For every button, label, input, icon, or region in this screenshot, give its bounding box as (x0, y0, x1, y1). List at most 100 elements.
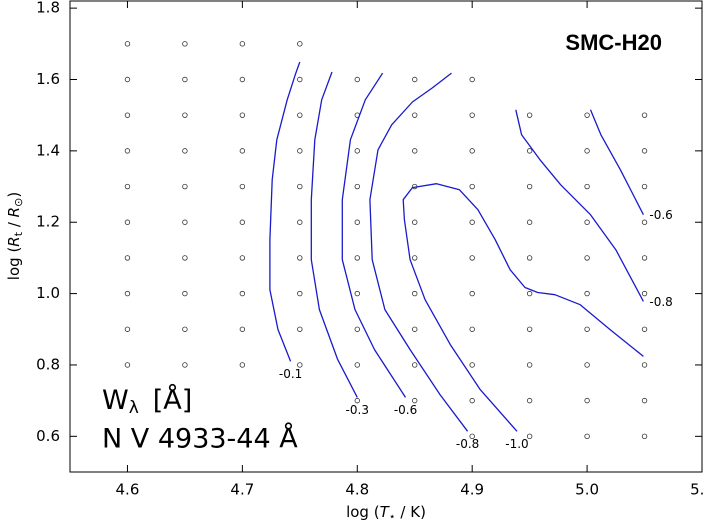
model-point (354, 362, 360, 368)
model-point (124, 41, 131, 47)
model-point (182, 41, 188, 47)
model-point (526, 326, 533, 332)
model-point (469, 148, 475, 154)
model-point (182, 183, 188, 190)
model-point (239, 362, 246, 368)
y-tick-label: 1.2 (36, 213, 60, 231)
model-point (469, 290, 475, 297)
contour-label: -0.8 (649, 295, 672, 309)
axis-label-piece: t (12, 231, 25, 236)
model-point (412, 290, 418, 297)
model-point (182, 112, 188, 118)
annotation-unit: [Å] (153, 384, 193, 416)
contour-label: -0.6 (649, 208, 672, 222)
model-point (584, 148, 590, 154)
model-point (297, 41, 303, 47)
model-point (641, 112, 648, 118)
model-point (297, 326, 303, 332)
model-point (124, 112, 131, 118)
axis-label-piece: R (5, 236, 23, 246)
contour-line (341, 72, 407, 398)
model-point (124, 326, 131, 332)
model-point (354, 326, 360, 332)
model-point (584, 255, 590, 261)
model-point (469, 326, 475, 332)
model-point (182, 362, 188, 368)
model-point (182, 219, 188, 225)
model-point (412, 397, 418, 404)
y-tick-label: 0.6 (36, 427, 60, 445)
chart-title: SMC-H20 (565, 30, 662, 55)
model-point (641, 290, 648, 297)
contour-line (369, 72, 469, 432)
model-point (469, 112, 475, 118)
model-point (354, 255, 360, 261)
model-point (526, 433, 533, 440)
model-point (641, 219, 648, 225)
annotation-line2: N V 4933-44 Å (102, 423, 298, 455)
model-point (354, 290, 360, 297)
plot-frame (69, 0, 703, 473)
x-tick-label: 5.1 (690, 481, 703, 499)
model-point (641, 397, 648, 404)
model-point (124, 219, 131, 225)
model-point (239, 112, 246, 118)
contour-line (402, 183, 644, 432)
model-point (239, 148, 246, 154)
model-point (297, 362, 303, 368)
model-point (354, 183, 360, 190)
model-point (469, 183, 475, 190)
model-point (297, 290, 303, 297)
model-point (124, 255, 131, 261)
model-point (239, 76, 246, 83)
annotation-sub: λ (129, 398, 139, 418)
model-point (526, 219, 533, 225)
y-axis-label: log (Rt / R⊙) (5, 192, 26, 280)
model-point (526, 290, 533, 297)
contour-label: -1.0 (505, 437, 528, 451)
contour-label: -0.8 (456, 437, 479, 451)
model-point (124, 183, 131, 190)
contour-label: -0.1 (279, 367, 302, 381)
model-point (182, 326, 188, 332)
model-point (297, 255, 303, 261)
annotation-main: W (102, 385, 129, 416)
x-tick-label: 4.9 (460, 481, 484, 499)
model-point (469, 433, 475, 440)
model-point (239, 290, 246, 297)
model-point (354, 148, 360, 154)
model-point (412, 112, 418, 118)
y-tick-label: 0.8 (36, 355, 60, 373)
model-point (584, 397, 590, 404)
model-point (239, 183, 246, 190)
model-point (412, 219, 418, 225)
model-point (124, 76, 131, 83)
annotation-line1: Wλ [Å] (102, 384, 192, 419)
x-tick-label: 5.0 (575, 481, 599, 499)
model-point (182, 255, 188, 261)
model-point (239, 219, 246, 225)
model-point (412, 76, 418, 83)
model-point (412, 362, 418, 368)
axis-label-piece: ) (5, 192, 23, 198)
model-point (354, 397, 360, 404)
contour-line (269, 61, 301, 362)
model-point (354, 219, 360, 225)
model-point (469, 362, 475, 368)
model-point (641, 433, 648, 440)
contour-line (515, 109, 644, 302)
axis-label-piece: / (5, 217, 23, 232)
y-tick-label: 1.0 (36, 284, 60, 302)
axis-label-piece: log ( (5, 247, 23, 281)
contour-label: -0.6 (394, 403, 417, 417)
model-point (526, 148, 533, 154)
model-point (641, 148, 648, 154)
model-point (584, 112, 590, 118)
model-point (124, 148, 131, 154)
axis-label-piece: ⊙ (12, 198, 25, 207)
model-point (584, 326, 590, 332)
y-tick-label: 1.6 (36, 70, 60, 88)
model-point (182, 290, 188, 297)
